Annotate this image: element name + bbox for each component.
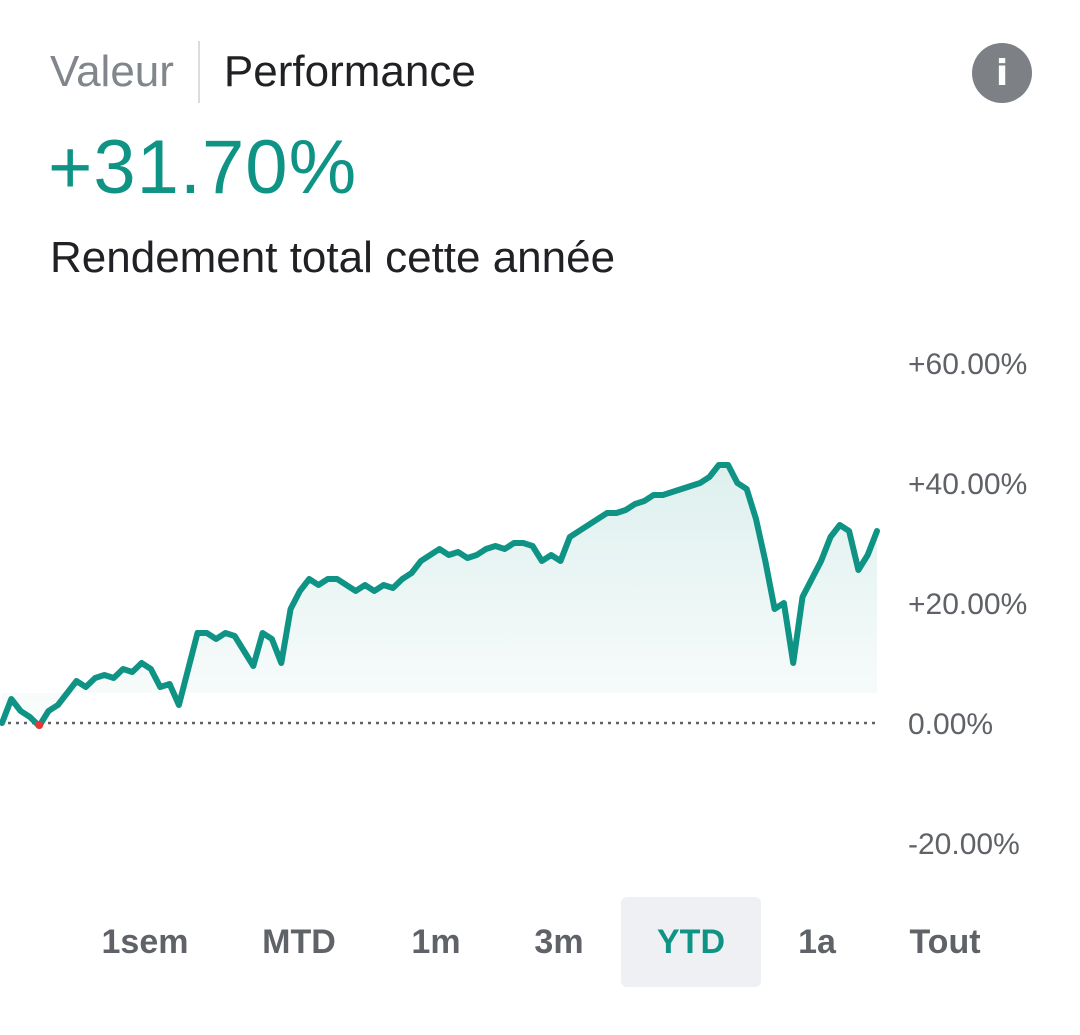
- performance-value: +31.70%: [48, 125, 358, 210]
- performance-chart: +60.00% +40.00% +20.00% 0.00% -20.00%: [0, 348, 1027, 861]
- range-3m[interactable]: 3m: [534, 923, 584, 961]
- performance-caption: Rendement total cette année: [50, 233, 616, 282]
- y-tick-label: 0.00%: [908, 708, 993, 741]
- range-tout[interactable]: Tout: [909, 923, 981, 961]
- range-1sem[interactable]: 1sem: [101, 923, 189, 961]
- range-1a[interactable]: 1a: [798, 923, 836, 961]
- performance-area: [2, 465, 877, 726]
- y-axis: +60.00% +40.00% +20.00% 0.00% -20.00%: [908, 348, 1027, 861]
- low-point-marker: [35, 721, 44, 729]
- range-mtd[interactable]: MTD: [262, 923, 336, 961]
- y-tick-label: +40.00%: [908, 468, 1027, 501]
- range-1m[interactable]: 1m: [411, 923, 461, 961]
- y-tick-label: +60.00%: [908, 348, 1027, 381]
- range-selector: 1sem MTD 1m 3m YTD 1a Tout: [0, 897, 1080, 987]
- info-icon[interactable]: i: [972, 43, 1032, 103]
- range-ytd[interactable]: YTD: [621, 897, 761, 987]
- y-tick-label: -20.00%: [908, 828, 1020, 861]
- tab-divider: [197, 41, 200, 103]
- view-tabs: Valeur Performance: [50, 41, 476, 103]
- performance-line: [0, 462, 880, 729]
- tab-performance[interactable]: Performance: [223, 47, 476, 96]
- tab-valeur[interactable]: Valeur: [50, 47, 174, 96]
- y-tick-label: +20.00%: [908, 588, 1027, 621]
